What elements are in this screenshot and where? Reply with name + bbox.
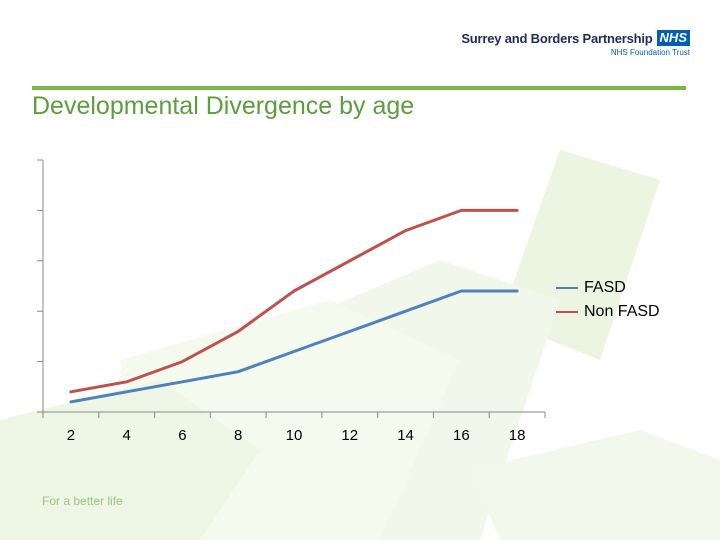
x-tick-label-3: 8 — [234, 427, 242, 444]
nhs-badge: NHS — [656, 30, 690, 46]
legend-item-non-fasd: Non FASD — [556, 300, 660, 324]
x-tick-label-7: 16 — [453, 427, 470, 444]
chart-title: Developmental Divergence by age — [32, 92, 415, 120]
x-tick-label-2: 6 — [178, 427, 186, 444]
x-tick-label-4: 10 — [286, 427, 303, 444]
x-tick-label-1: 4 — [122, 427, 130, 444]
series-line-fasd — [69, 289, 519, 404]
chart-series-layer — [69, 208, 519, 404]
organization-name: Surrey and Borders Partnership — [461, 30, 653, 46]
x-tick-label-8: 18 — [509, 427, 526, 444]
organization-subtitle: NHS Foundation Trust — [610, 48, 690, 57]
chart-legend: FASD Non FASD — [556, 276, 660, 324]
legend-label-non-fasd: Non FASD — [584, 303, 660, 320]
chart-axes — [37, 159, 546, 418]
title-rule — [32, 86, 686, 90]
tagline: For a better life — [42, 494, 123, 508]
x-tick-label-5: 12 — [341, 427, 358, 444]
series-line-non-fasd — [69, 208, 519, 394]
organization-logo: Surrey and Borders Partnership NHS NHS F… — [461, 30, 690, 57]
x-tick-labels: 2 4 6 8 10 12 14 16 18 — [67, 427, 526, 444]
legend-item-fasd: FASD — [556, 276, 660, 300]
x-tick-label-6: 14 — [397, 427, 414, 444]
legend-swatch-fasd — [556, 287, 578, 289]
legend-swatch-non-fasd — [556, 311, 578, 313]
x-tick-label-0: 2 — [67, 427, 75, 444]
legend-label-fasd: FASD — [584, 279, 626, 296]
